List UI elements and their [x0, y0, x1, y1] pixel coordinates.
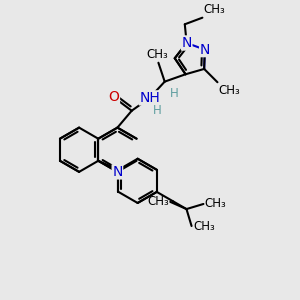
Text: N: N [182, 36, 192, 50]
Text: H: H [170, 87, 178, 100]
Text: CH₃: CH₃ [205, 197, 226, 211]
Text: CH₃: CH₃ [146, 48, 168, 61]
Text: CH₃: CH₃ [147, 195, 169, 208]
Text: CH₃: CH₃ [204, 3, 226, 16]
Text: H: H [153, 104, 162, 117]
Text: CH₃: CH₃ [219, 84, 241, 97]
Text: NH: NH [139, 91, 160, 105]
Text: O: O [109, 91, 119, 104]
Text: N: N [200, 43, 210, 57]
Text: CH₃: CH₃ [193, 220, 215, 232]
Text: N: N [112, 165, 123, 179]
